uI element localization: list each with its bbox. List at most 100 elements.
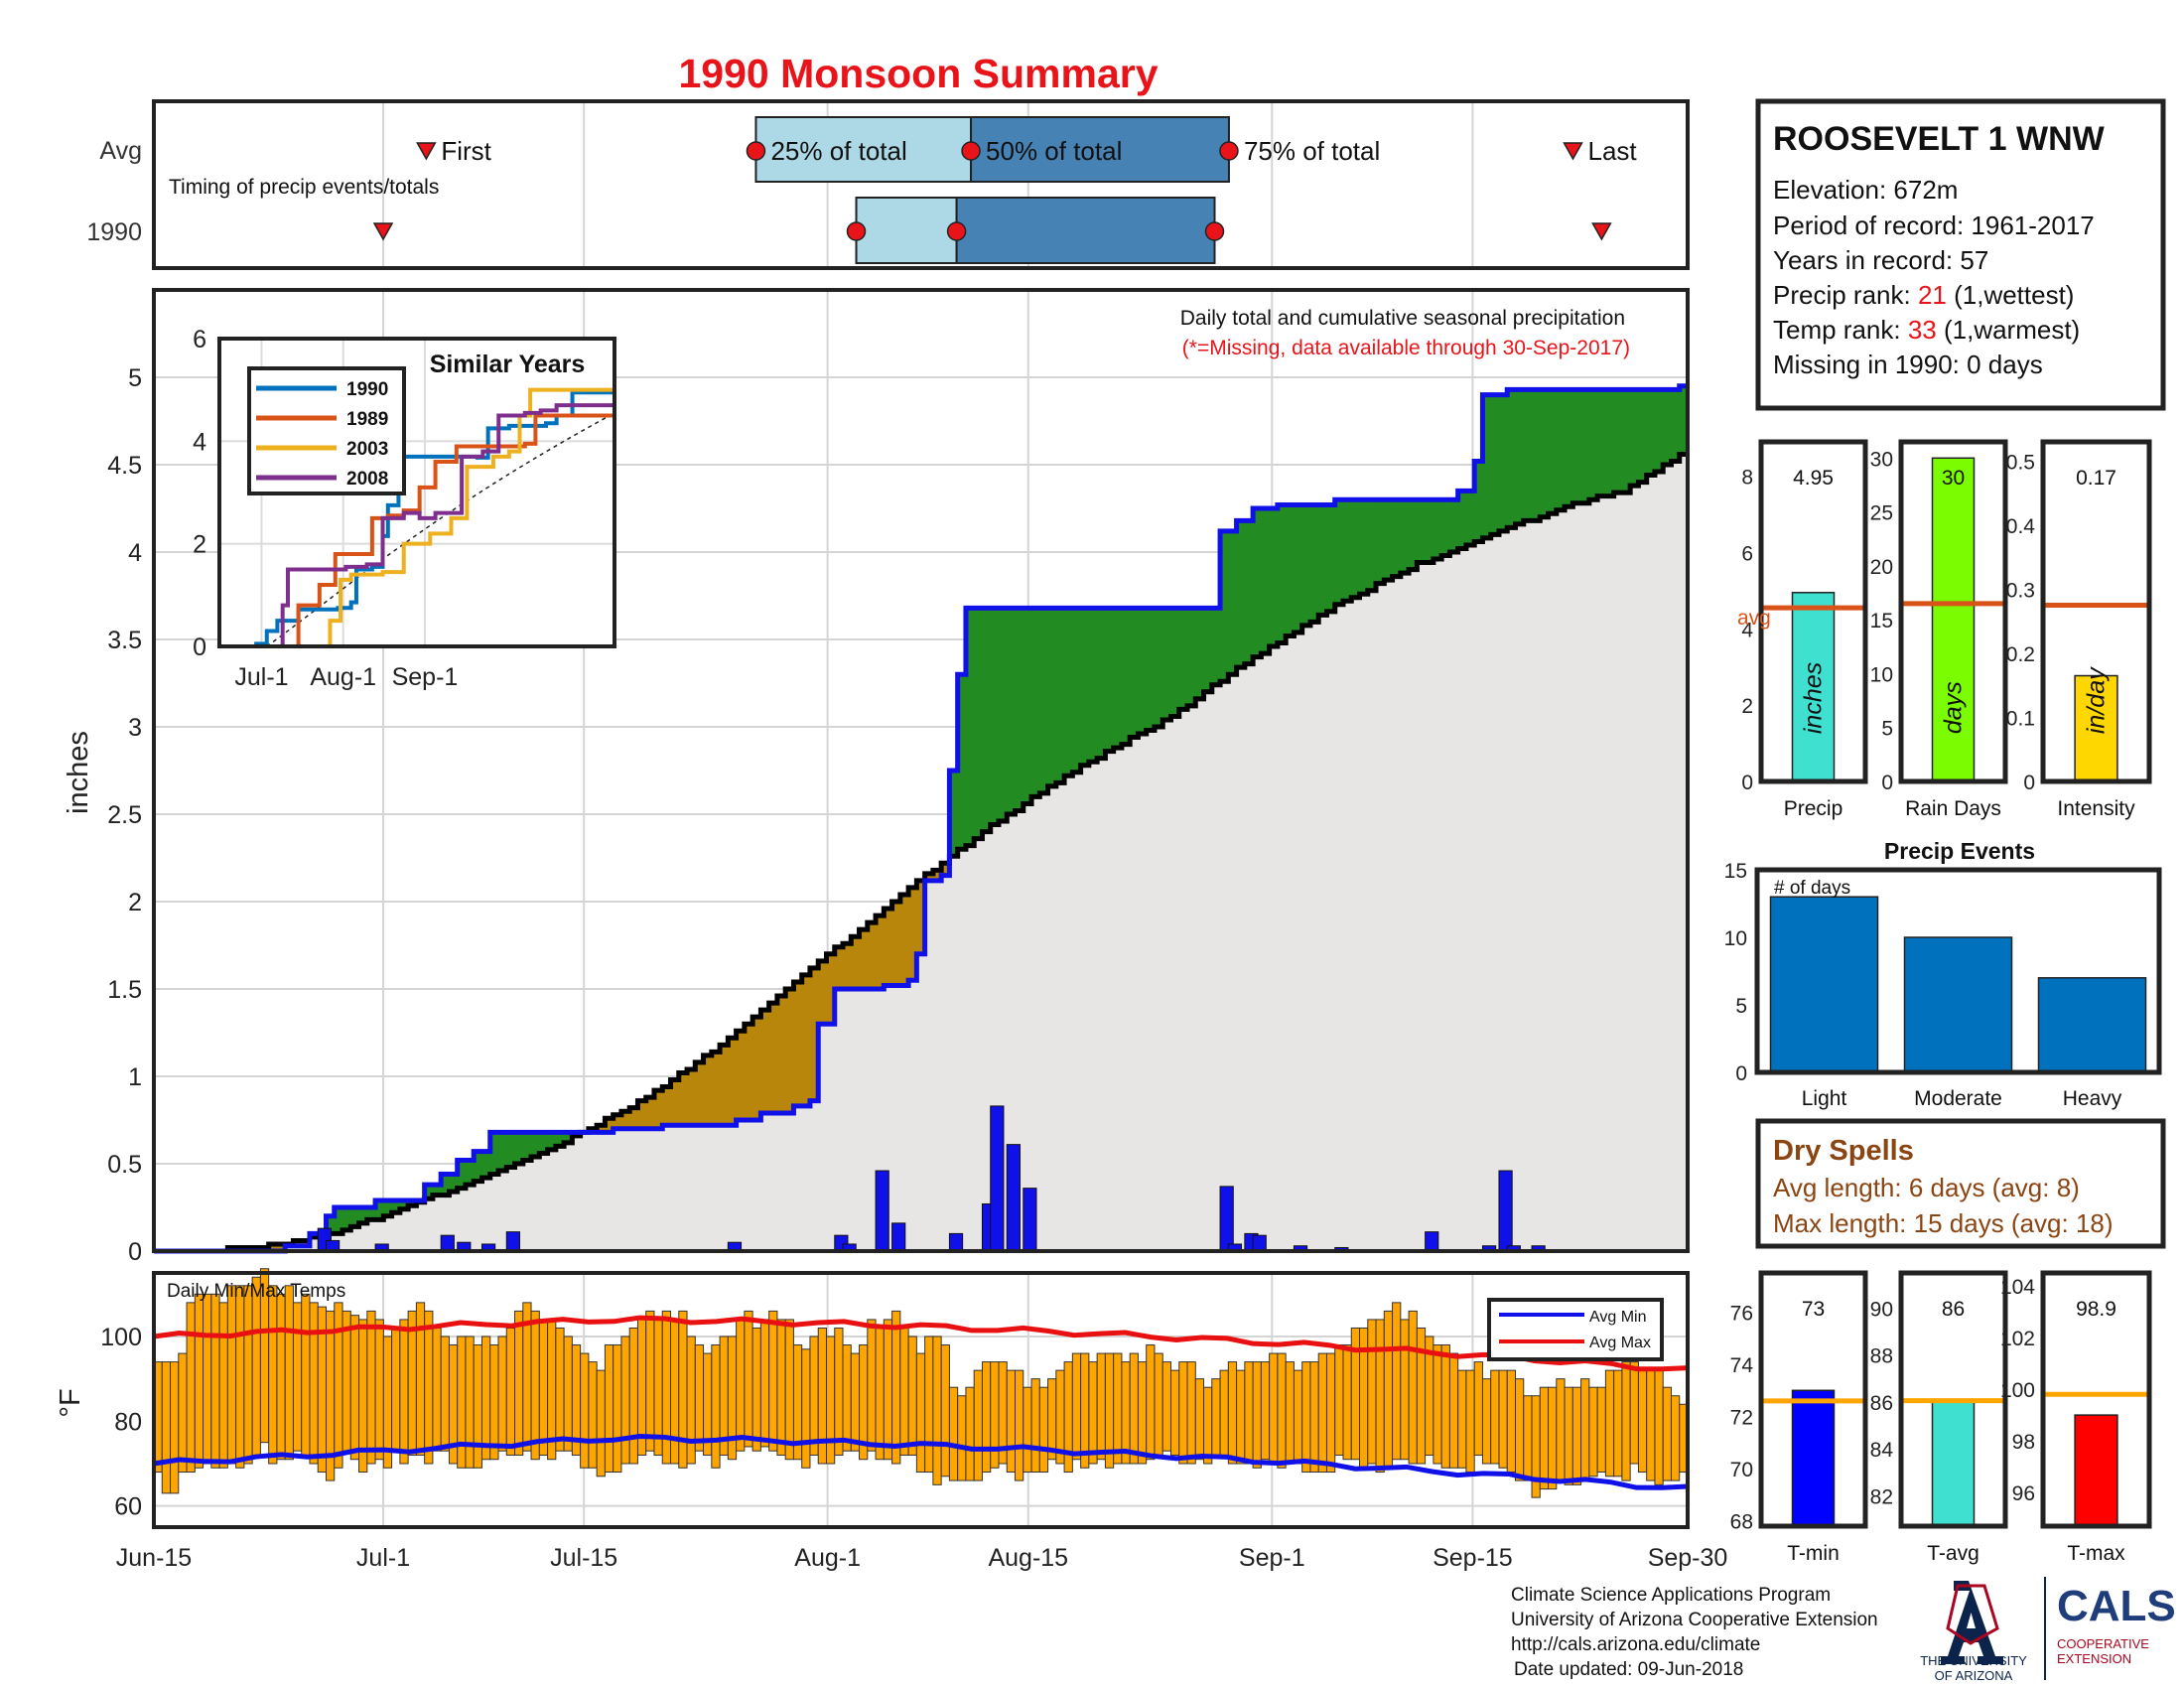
mini-value-label: 98.9 xyxy=(2076,1298,2116,1321)
daily-temp-bar xyxy=(457,1336,467,1469)
daily-temp-bar xyxy=(1604,1369,1615,1477)
above-average-fill xyxy=(1565,389,1573,507)
daily-temp-bar xyxy=(1375,1319,1385,1474)
above-average-fill xyxy=(990,608,1000,825)
main-y-ticks: 0 0.5 1 1.5 2 2.5 3 3.5 4 4.5 5 xyxy=(107,364,142,1266)
mini-y-tick: 4 xyxy=(1741,619,1753,641)
temp-y-ticks: 60 80 100 xyxy=(100,1324,142,1521)
below-average-fill xyxy=(876,915,885,989)
daily-temp-bar xyxy=(440,1336,450,1452)
above-average-fill xyxy=(1236,520,1246,668)
avg-box-25-50 xyxy=(754,116,973,183)
temp-content xyxy=(153,1268,1689,1498)
mini-y-tick: 104 xyxy=(2000,1276,2035,1299)
daily-temp-bar xyxy=(341,1310,351,1452)
below-average-fill xyxy=(932,870,942,881)
daily-temp-bar xyxy=(1161,1361,1171,1452)
mini-value-bar xyxy=(1931,1401,1976,1527)
daily-temp-bar xyxy=(1194,1378,1205,1461)
daily-temp-bar xyxy=(596,1369,606,1477)
footer-line2: University of Arizona Cooperative Extens… xyxy=(1511,1610,1878,1630)
daily-temp-bar xyxy=(1548,1386,1558,1490)
y-tick-label: 2.5 xyxy=(107,801,142,829)
daily-temp-bar xyxy=(1325,1352,1336,1474)
daily-temp-bar xyxy=(1260,1361,1271,1461)
logo-coop-line2: EXTENSION xyxy=(2057,1651,2131,1666)
above-average-fill xyxy=(1178,608,1188,710)
daily-temp-bar xyxy=(628,1327,638,1465)
station-period: Period of record: 1961-2017 xyxy=(1773,211,2095,240)
events-category-label: Light xyxy=(1802,1087,1847,1110)
above-average-fill xyxy=(1286,504,1296,636)
above-average-fill xyxy=(1409,499,1418,570)
y-tick-label: 1 xyxy=(128,1063,142,1091)
x-tick-label: Jul-15 xyxy=(550,1544,617,1572)
daily-temp-bar xyxy=(1580,1378,1590,1481)
above-average-fill xyxy=(1621,389,1631,493)
events-bar xyxy=(1903,936,2013,1073)
avg-first-marker xyxy=(416,142,437,161)
dry-spells-avg-length: Avg length: 6 days (avg: 8) xyxy=(1773,1173,2080,1202)
above-average-fill xyxy=(1309,504,1319,623)
main-note-line2: (*=Missing, data available through 30-Se… xyxy=(1182,337,1630,359)
above-average-fill xyxy=(1170,608,1180,717)
daily-temp-bar xyxy=(1015,1369,1024,1481)
above-average-fill xyxy=(1613,389,1623,493)
year-box-25-50 xyxy=(855,197,958,264)
above-average-fill xyxy=(1490,394,1500,535)
above-average-fill xyxy=(1498,394,1508,531)
cumulative-1990-line xyxy=(154,383,1688,1254)
daily-temp-bar xyxy=(834,1327,844,1456)
daily-temp-bar xyxy=(465,1336,475,1469)
mini-y-tick: 68 xyxy=(1730,1511,1753,1534)
above-average-fill xyxy=(1671,389,1681,462)
above-average-fill xyxy=(1007,608,1017,814)
temp-y-tick: 80 xyxy=(114,1408,142,1436)
avg-marker-q75 xyxy=(1219,141,1239,161)
daily-temp-bar xyxy=(1038,1386,1049,1474)
daily-temp-bar xyxy=(736,1319,746,1452)
daily-temp-bar xyxy=(620,1336,630,1465)
dry-spells-title: Dry Spells xyxy=(1773,1135,1914,1167)
below-average-fill xyxy=(276,1243,286,1251)
daily-temp-bar xyxy=(1121,1361,1131,1465)
daily-temp-bar xyxy=(530,1310,540,1461)
temp-legend-box xyxy=(1487,1298,1664,1361)
daily-temp-bar xyxy=(924,1336,934,1474)
x-tick-label: Aug-1 xyxy=(794,1544,861,1572)
above-average-fill xyxy=(1679,385,1689,455)
daily-precip-bar xyxy=(948,1232,964,1252)
daily-temp-bar xyxy=(1383,1310,1394,1469)
daily-temp-bar xyxy=(1654,1369,1664,1485)
similar-years-inset: 0 2 4 6 Jul-1 Aug-1 Sep-1 Similar Years 1990 1… xyxy=(193,326,616,691)
above-average-fill xyxy=(1269,508,1279,647)
mini-unit-label: inches xyxy=(1800,662,1828,734)
above-average-fill xyxy=(1588,389,1598,500)
above-average-fill xyxy=(1072,608,1082,773)
above-average-fill xyxy=(1294,504,1303,633)
above-average-fill xyxy=(1080,608,1090,766)
mini-y-tick: 84 xyxy=(1870,1439,1894,1462)
daily-temp-bar xyxy=(1317,1352,1327,1474)
above-average-fill xyxy=(1187,608,1196,706)
daily-temp-bar xyxy=(226,1285,237,1465)
below-average-fill xyxy=(728,1038,738,1126)
daily-temp-bar xyxy=(178,1352,188,1474)
temp-y-axis-label: °F xyxy=(55,1388,86,1417)
above-average-fill xyxy=(1351,499,1361,598)
above-average-fill xyxy=(1646,389,1656,476)
above-average-fill xyxy=(1572,389,1582,503)
daily-temp-bar xyxy=(661,1310,672,1465)
y-tick-label: 1.5 xyxy=(107,976,142,1004)
x-tick-label: Sep-1 xyxy=(1239,1544,1305,1572)
above-average-fill xyxy=(1113,608,1123,749)
daily-temp-bar xyxy=(875,1327,885,1461)
below-average-fill xyxy=(720,1045,729,1126)
below-average-fill xyxy=(941,863,951,876)
below-average-fill xyxy=(826,953,836,1025)
above-average-fill xyxy=(1663,389,1673,465)
above-average-fill xyxy=(375,1199,384,1220)
logo-coop-line1: COOPERATIVE xyxy=(2057,1636,2149,1651)
above-average-fill xyxy=(1253,508,1262,657)
daily-temp-bar xyxy=(489,1344,499,1461)
